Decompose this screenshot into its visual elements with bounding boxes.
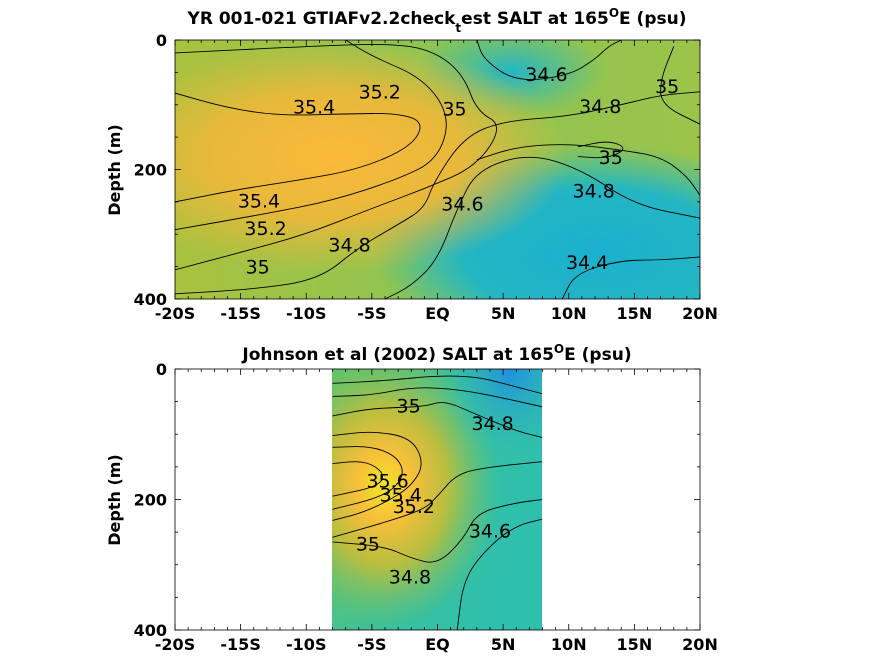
contour-line-35-2 (175, 40, 447, 231)
contour-label: 34.4 (566, 252, 608, 274)
contour-line-35 (332, 461, 542, 538)
panel-bottom-contours (332, 375, 542, 630)
panel-bottom-x-axis: -20S -15S -10S -5S EQ 5N 10N 15N 20N (155, 369, 718, 654)
x-tick-label: EQ (425, 635, 450, 654)
contour-label: 35.2 (359, 82, 401, 104)
contour-line-35-4 (175, 92, 421, 203)
contour-line-34-6 (384, 156, 700, 299)
contour-line-35 (332, 402, 542, 438)
contour-line-35-6 (332, 461, 383, 497)
contour-line-35-4 (332, 446, 403, 510)
contour-label: 34.8 (471, 413, 513, 435)
contour-line-35 (175, 44, 498, 271)
contour-label: 35 (442, 98, 466, 120)
contour-line-34-8 (332, 499, 542, 563)
contour-line-35-2 (332, 431, 422, 521)
panel-bottom: Johnson et al (2002) SALT at 165OE (psu)… (105, 342, 718, 654)
x-tick-label: -15S (220, 304, 260, 323)
contour-label: 34.8 (328, 234, 370, 256)
contour-label: 35 (246, 256, 270, 278)
x-tick-label: 15N (617, 635, 653, 654)
contour-label: 34.8 (389, 566, 431, 588)
x-tick-label: 10N (551, 304, 587, 323)
contour-label: 35.6 (366, 470, 408, 492)
panel-top-title: YR 001-021 GTIAFv2.2checktest SALT at 16… (187, 6, 687, 35)
contour-label: 35 (356, 534, 380, 556)
x-tick-label: -20S (155, 304, 195, 323)
y-tick-label: 400 (134, 621, 167, 640)
x-tick-label: -20S (155, 635, 195, 654)
panel-top-contours (175, 40, 700, 299)
contour-label: 35 (655, 76, 679, 98)
y-tick-label: 0 (156, 360, 167, 379)
contour-line-34-6 (332, 375, 542, 395)
x-tick-label: 5N (491, 635, 516, 654)
contour-label: 34.6 (525, 64, 567, 86)
panel-top-contour-labels: 34.6 35.2 35.4 35 34.8 35 35 34.8 35.4 34.6 35.2 34… (238, 64, 679, 278)
contour-label: 35.2 (244, 218, 286, 240)
contour-label: 34.6 (441, 194, 483, 216)
contour-line-35 (660, 46, 700, 125)
contour-label: 35.4 (238, 190, 280, 212)
panel-top-y-axis: 0 200 400 (134, 31, 700, 309)
panel-bottom-contour-labels: 35 34.8 35.635.435.2 35 34.6 34.8 (356, 395, 514, 588)
contour-label: 34.6 (469, 521, 511, 543)
panel-bottom-y-axis-label: Depth (m) (105, 454, 124, 546)
x-tick-label: -5S (357, 635, 386, 654)
contour-line-34-8 (332, 387, 542, 408)
panel-top-y-axis-label: Depth (m) (105, 124, 124, 216)
contour-line-35 (577, 141, 624, 159)
x-tick-label: 20N (682, 635, 718, 654)
y-tick-label: 0 (156, 31, 167, 50)
panel-bottom-field (332, 369, 542, 630)
x-tick-label: -10S (286, 304, 326, 323)
contour-line-34-6 (456, 518, 542, 630)
x-tick-label: 20N (682, 304, 718, 323)
panel-top-x-axis: -20S -15S -10S -5S EQ 5N 10N 15N 20N (155, 40, 718, 323)
y-tick-label: 400 (134, 290, 167, 309)
contour-label: 35 (599, 147, 623, 169)
contour-label: 35 (397, 395, 421, 417)
y-tick-label: 200 (134, 161, 167, 180)
contour-line-34-8 (175, 91, 700, 295)
contour-label: 35.2 (393, 496, 435, 518)
y-tick-label: 200 (134, 491, 167, 510)
contour-line-34-6 (476, 40, 622, 81)
panel-bottom-title: Johnson et al (2002) SALT at 165OE (psu) (241, 342, 631, 365)
contour-line-34-4 (561, 256, 700, 299)
x-tick-label: EQ (425, 304, 450, 323)
contour-label: 35.4 (380, 485, 422, 507)
panel-bottom-y-axis: 0 200 400 (134, 360, 700, 640)
x-tick-label: 5N (491, 304, 516, 323)
x-tick-label: -5S (357, 304, 386, 323)
x-tick-label: 15N (617, 304, 653, 323)
contour-label: 35.4 (293, 96, 335, 118)
contour-label: 34.8 (579, 96, 621, 118)
panel-top: YR 001-021 GTIAFv2.2checktest SALT at 16… (105, 6, 718, 323)
x-tick-label: -10S (286, 635, 326, 654)
contour-label: 34.8 (573, 181, 615, 203)
x-tick-label: 10N (551, 635, 587, 654)
contour-line-34-8 (476, 144, 700, 196)
x-tick-label: -15S (220, 635, 260, 654)
